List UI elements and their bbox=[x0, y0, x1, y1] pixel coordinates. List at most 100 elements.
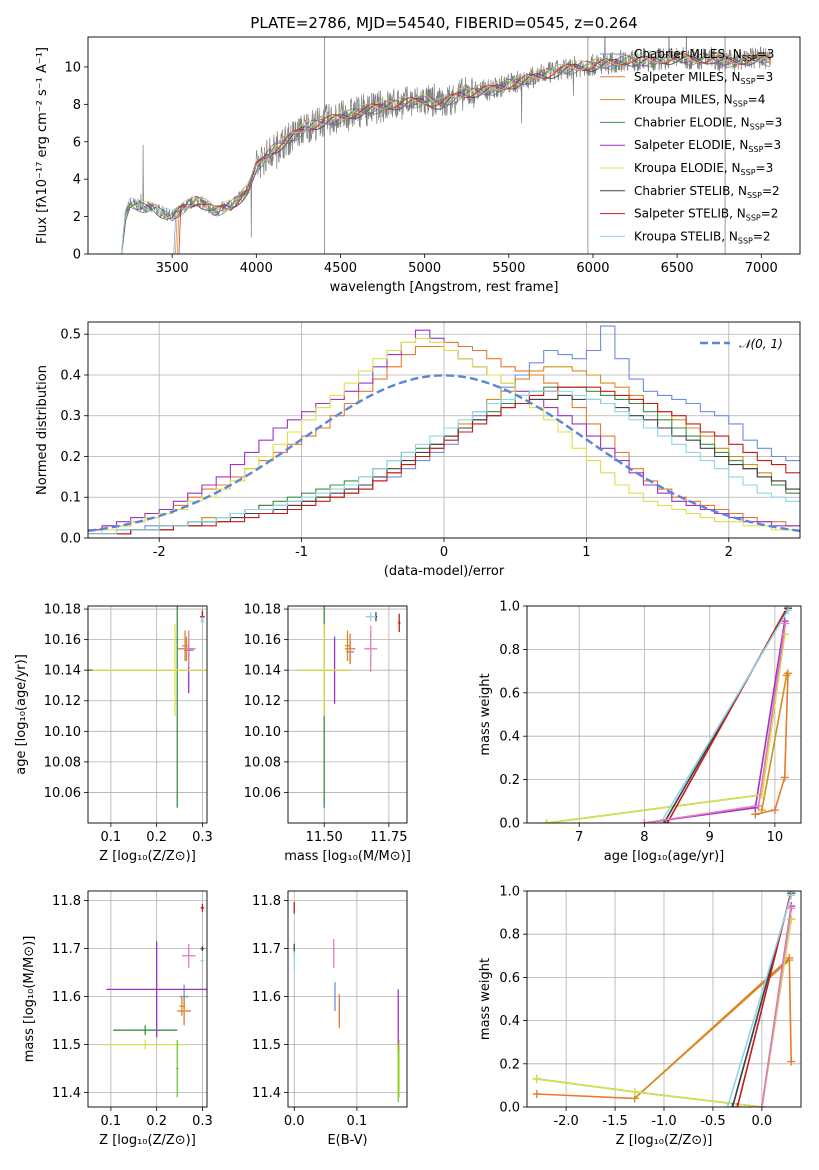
legend-label: 𝒩(0, 1) bbox=[739, 337, 783, 351]
legend-label: Salpeter STELIB, NSSP=2 bbox=[634, 207, 778, 223]
errorbar-point-5 bbox=[92, 624, 207, 717]
y-tick-label: 11.7 bbox=[52, 942, 81, 957]
spectrum-panel: 3500 4000 4500 5000 5500 6000 6500 7000 0 2 4 6 8 10 w… bbox=[35, 14, 801, 295]
x-tick-label: 5000 bbox=[408, 261, 441, 276]
legend-label: Chabrier MILES, NSSP=3 bbox=[634, 47, 774, 63]
legend: Chabrier MILES, NSSP=3 Salpeter MILES, NS… bbox=[600, 47, 782, 245]
y-tick-label: 10.08 bbox=[244, 755, 281, 770]
errorbar-point-4 bbox=[106, 941, 207, 1038]
plot-area bbox=[293, 902, 401, 1103]
histogram-line-7 bbox=[88, 386, 800, 535]
plot-area bbox=[88, 325, 800, 535]
x-tick-label: 2 bbox=[725, 545, 733, 560]
weight-line-1 bbox=[755, 673, 789, 816]
errorbar-point-5 bbox=[298, 624, 351, 717]
x-tick-label: 5500 bbox=[492, 261, 525, 276]
weight-marker bbox=[785, 956, 794, 965]
x-axis-label: wavelength [Angstrom, rest frame] bbox=[330, 280, 559, 295]
weight-line-9 bbox=[761, 908, 792, 1107]
x-tick-label: -0.5 bbox=[700, 1114, 725, 1129]
y-tick-label: 0.2 bbox=[499, 1057, 520, 1072]
y-tick-label: 2 bbox=[73, 210, 81, 225]
y-tick-label: 11.5 bbox=[52, 1038, 81, 1053]
x-tick-label: 0.0 bbox=[284, 1114, 305, 1129]
x-tick-label: 11.75 bbox=[370, 830, 407, 845]
weight-line-7 bbox=[666, 606, 789, 823]
errorbar-point-2 bbox=[344, 630, 351, 662]
y-tick-label: 1.0 bbox=[499, 600, 520, 615]
y-tick-label: 10 bbox=[64, 60, 81, 75]
plot-area bbox=[298, 606, 401, 808]
y-tick-label: 11.8 bbox=[252, 894, 281, 909]
weight-marker bbox=[781, 619, 790, 628]
errorbar-point-5 bbox=[104, 1039, 187, 1050]
x-tick-label: 6500 bbox=[661, 261, 694, 276]
y-tick-label: 10.12 bbox=[244, 694, 281, 709]
x-tick-label: 0.3 bbox=[192, 1114, 213, 1129]
weight-marker bbox=[728, 1103, 737, 1107]
weight-marker bbox=[630, 1087, 639, 1096]
y-tick-label: 0.6 bbox=[499, 971, 520, 986]
x-tick-label: -2.0 bbox=[553, 1114, 578, 1129]
weight-marker bbox=[787, 891, 796, 900]
y-tick-label: 10.10 bbox=[44, 725, 81, 740]
x-tick-label: 0 bbox=[440, 545, 448, 560]
axes-frame bbox=[87, 36, 801, 255]
errorbar-point-1 bbox=[344, 633, 356, 665]
errorbar-point-2 bbox=[179, 996, 185, 1016]
weight-marker bbox=[757, 1103, 766, 1107]
errorbar-point-8 bbox=[200, 616, 205, 626]
y-tick-label: 1.0 bbox=[499, 885, 520, 900]
y-tick-label: 0.2 bbox=[499, 773, 520, 788]
errorbar-point-9 bbox=[181, 943, 196, 968]
weight-marker bbox=[733, 1103, 742, 1107]
weight-line-2 bbox=[634, 959, 790, 1099]
x-axis-label: Z [log₁₀(Z/Z⊙)] bbox=[99, 1133, 196, 1148]
weight-line-8 bbox=[726, 895, 792, 1107]
axes-frame bbox=[287, 890, 408, 1108]
weight-marker bbox=[723, 1103, 732, 1107]
x-axis-label: Z [log₁₀(Z/Z⊙)] bbox=[99, 849, 196, 864]
y-tick-label: 0.4 bbox=[499, 1014, 520, 1029]
y-tick-label: 0.0 bbox=[499, 1101, 520, 1116]
weight-marker bbox=[663, 819, 672, 823]
x-tick-label: 0.3 bbox=[192, 830, 213, 845]
y-tick-label: 11.5 bbox=[252, 1038, 281, 1053]
y-tick-label: 0.6 bbox=[499, 686, 520, 701]
y-tick-label: 0.1 bbox=[60, 491, 81, 506]
age-vs-metallicity-panel: 0.1 0.2 0.3 10.06 10.08 10.10 10.12 10.14 10.16 1… bbox=[14, 603, 213, 864]
x-axis-label: (data-model)/error bbox=[384, 564, 505, 579]
x-tick-label: 6000 bbox=[576, 261, 609, 276]
y-tick-label: 10.06 bbox=[244, 786, 281, 801]
mass-vs-metallicity-panel: 0.1 0.2 0.3 11.4 11.5 11.6 11.7 11.8 Z [log₁₀(Z/… bbox=[22, 890, 213, 1148]
errorbar-point-8 bbox=[365, 612, 376, 622]
y-tick-label: 8 bbox=[73, 98, 81, 113]
axes-frame bbox=[287, 605, 408, 824]
x-axis-label: Z [log₁₀(Z/Z⊙)] bbox=[616, 1133, 713, 1148]
y-tick-label: 0.0 bbox=[499, 817, 520, 832]
y-tick-label: 10.16 bbox=[44, 633, 81, 648]
weight-marker bbox=[757, 805, 766, 814]
model-line-8 bbox=[121, 50, 771, 254]
y-tick-label: 0.8 bbox=[499, 928, 520, 943]
errorbar-point-7 bbox=[397, 613, 401, 632]
y-tick-label: 0 bbox=[73, 248, 81, 263]
axes-frame bbox=[526, 890, 802, 1108]
y-tick-label: 11.6 bbox=[52, 990, 81, 1005]
x-axis-label: E(B-V) bbox=[327, 1133, 367, 1148]
weight-marker bbox=[754, 801, 763, 810]
weight-marker bbox=[532, 1090, 541, 1099]
weight-marker bbox=[783, 606, 792, 615]
y-axis-label: mass weight bbox=[478, 673, 493, 755]
errorbar-point-6 bbox=[200, 946, 205, 951]
chart-title: PLATE=2786, MJD=54540, FIBERID=0545, z=0… bbox=[250, 14, 637, 32]
x-tick-label: 9 bbox=[706, 830, 714, 845]
axes-frame bbox=[87, 605, 208, 824]
weight-marker bbox=[780, 773, 789, 782]
y-tick-label: 10.06 bbox=[44, 786, 81, 801]
errorbar-point-9 bbox=[364, 625, 378, 672]
normal-curve bbox=[88, 374, 800, 533]
x-tick-label: 10 bbox=[767, 830, 784, 845]
x-tick-label: -2 bbox=[153, 545, 166, 560]
